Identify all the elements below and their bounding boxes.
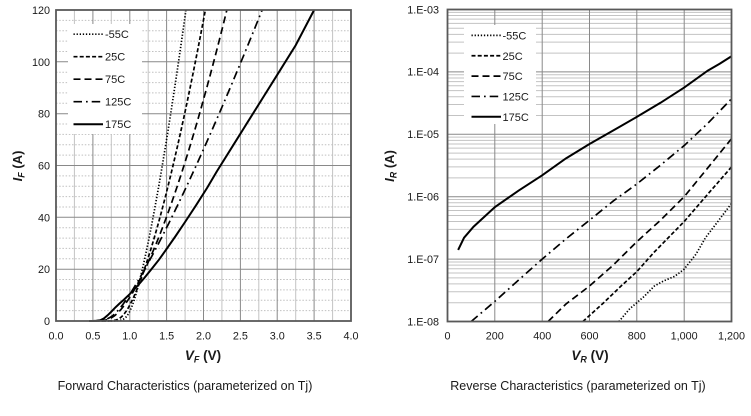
svg-text:1.5: 1.5 [159,331,174,343]
svg-text:125C: 125C [503,91,529,103]
svg-text:2.5: 2.5 [233,331,248,343]
svg-text:75C: 75C [105,74,125,86]
svg-text:VF (V): VF (V) [185,348,221,365]
svg-text:0.0: 0.0 [48,331,63,343]
svg-text:0: 0 [444,331,450,343]
svg-text:40: 40 [38,212,50,224]
svg-text:Forward Characteristics (param: Forward Characteristics (parameterized o… [58,379,313,393]
svg-text:0: 0 [44,316,50,328]
svg-text:1,000: 1,000 [671,331,698,343]
svg-text:VR (V): VR (V) [571,348,608,365]
svg-text:1,200: 1,200 [718,331,745,343]
svg-text:2.0: 2.0 [196,331,211,343]
svg-text:1.0: 1.0 [122,331,137,343]
svg-text:20: 20 [38,264,50,276]
svg-text:1.E-06: 1.E-06 [407,192,439,204]
svg-text:Reverse Characteristics (param: Reverse Characteristics (parameterized o… [450,379,705,393]
svg-text:IR (A): IR (A) [382,150,399,182]
svg-text:1.E-08: 1.E-08 [407,316,439,328]
svg-text:120: 120 [32,5,50,17]
svg-text:-55C: -55C [503,30,527,42]
svg-text:-55C: -55C [105,29,129,41]
svg-text:75C: 75C [503,71,523,83]
svg-text:25C: 25C [105,52,125,64]
svg-text:25C: 25C [503,51,523,63]
svg-text:60: 60 [38,161,50,173]
svg-text:800: 800 [628,331,646,343]
svg-text:3.0: 3.0 [270,331,285,343]
svg-text:175C: 175C [503,112,529,124]
svg-text:1.E-03: 1.E-03 [407,4,439,16]
svg-text:175C: 175C [105,119,131,131]
svg-text:1.E-05: 1.E-05 [407,129,439,141]
svg-text:1.E-07: 1.E-07 [407,254,439,266]
svg-text:3.5: 3.5 [307,331,322,343]
svg-text:600: 600 [580,331,598,343]
svg-text:1.E-04: 1.E-04 [407,67,439,79]
svg-text:200: 200 [486,331,504,343]
svg-text:400: 400 [533,331,551,343]
svg-text:IF (A): IF (A) [10,151,27,182]
svg-text:80: 80 [38,109,50,121]
svg-text:4.0: 4.0 [343,331,358,343]
svg-text:0.5: 0.5 [85,331,100,343]
svg-text:100: 100 [32,57,50,69]
svg-text:125C: 125C [105,97,131,109]
